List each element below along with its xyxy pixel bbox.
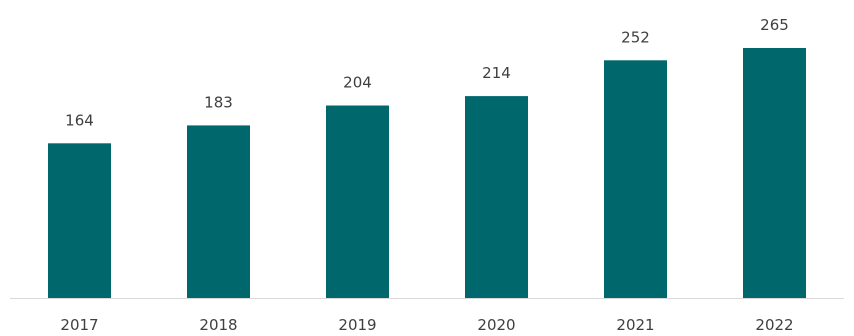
tick-label-2021: 2021 [616,316,654,334]
tick-label-2018: 2018 [199,316,237,334]
bar-2022 [743,48,806,298]
x-tick-labels: 2017 2018 2019 2020 2021 2022 [60,316,793,334]
value-label-2022: 265 [760,16,789,34]
bars-layer [48,48,806,299]
bar-2017 [48,143,111,298]
value-labels-layer: 164 183 204 214 252 265 [65,16,789,129]
tick-label-2019: 2019 [338,316,376,334]
value-label-2021: 252 [621,28,650,46]
tick-label-2017: 2017 [60,316,98,334]
value-label-2019: 204 [343,74,372,92]
bar-2020 [465,96,528,298]
value-label-2017: 164 [65,111,94,129]
value-label-2020: 214 [482,64,511,82]
tick-label-2022: 2022 [755,316,793,334]
bar-2018 [187,125,250,299]
tick-label-2020: 2020 [477,316,515,334]
bar-2021 [604,60,667,298]
value-label-2018: 183 [204,93,233,111]
bar-2019 [326,105,389,298]
